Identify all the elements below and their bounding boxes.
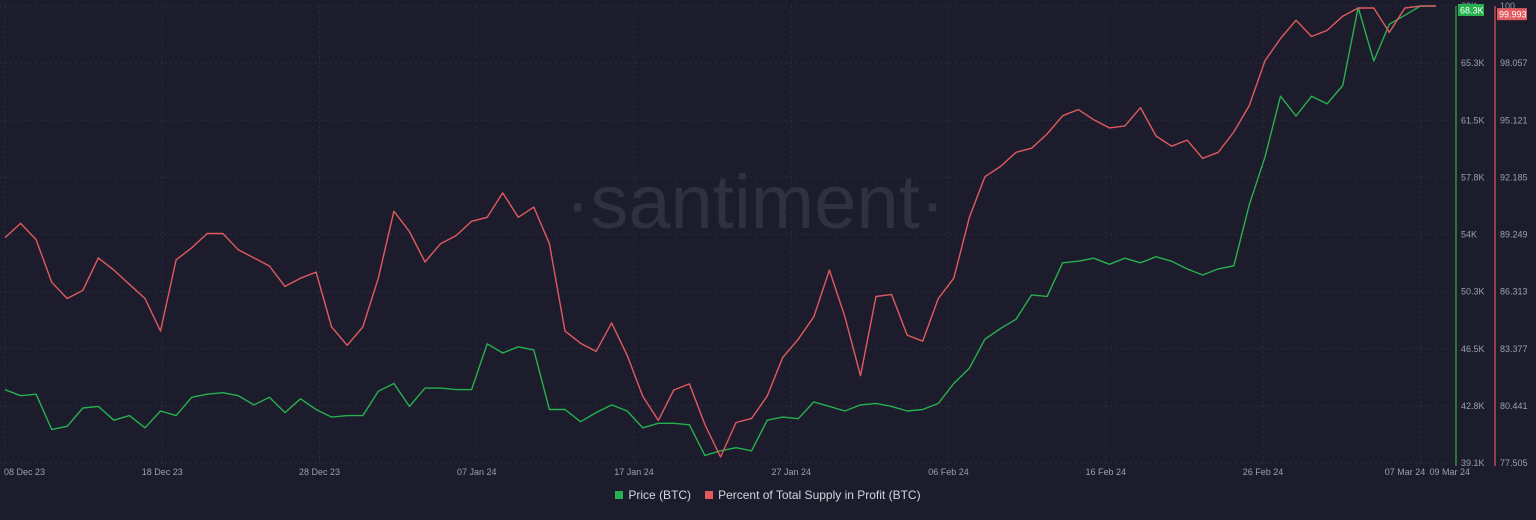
x-axis-tick-label: 06 Feb 24	[928, 467, 969, 477]
series-lines	[4, 5, 1436, 458]
chart-legend: Price (BTC) Percent of Total Supply in P…	[0, 488, 1536, 502]
supply-axis-tick-label: 86.313	[1500, 287, 1528, 297]
price-axis-tick-label: 65.3K	[1461, 58, 1485, 68]
supply-axis-tick-label: 80.441	[1500, 401, 1528, 411]
x-axis-tick-label: 16 Feb 24	[1086, 467, 1127, 477]
x-axis-tick-label: 18 Dec 23	[142, 467, 183, 477]
x-axis-tick-label: 28 Dec 23	[299, 467, 340, 477]
price-axis-tick-label: 46.5K	[1461, 344, 1485, 354]
price-axis-tick-label: 54K	[1461, 230, 1477, 240]
x-axis-tick-label: 08 Dec 23	[4, 467, 45, 477]
axes: 69K65.3K61.5K57.8K54K50.3K46.5K42.8K39.1…	[1455, 1, 1528, 468]
legend-item-price[interactable]: Price (BTC)	[615, 488, 691, 502]
x-axis-tick-label: 09 Mar 24	[1429, 467, 1470, 477]
price-axis-tick-label: 57.8K	[1461, 172, 1485, 182]
supply-current-badge	[1497, 8, 1527, 21]
supply-in-profit-line	[4, 5, 1436, 458]
legend-swatch-price	[615, 491, 624, 499]
supply-axis-tick-label: 89.249	[1500, 230, 1528, 240]
x-axis-labels: 08 Dec 23 18 Dec 23 28 Dec 23 07 Jan 24 17 J…	[4, 467, 1470, 477]
santiment-watermark: ·santiment·	[565, 160, 945, 245]
price-current-badge	[1458, 4, 1484, 16]
legend-label-price: Price (BTC)	[628, 488, 692, 502]
x-axis-tick-label: 07 Jan 24	[457, 467, 497, 477]
price-axis-tick-label: 61.5K	[1461, 115, 1485, 125]
price-axis-tick-label: 39.1K	[1461, 458, 1485, 468]
price-current-value: 68.3K	[1460, 6, 1484, 16]
supply-axis-tick-label: 83.377	[1500, 344, 1528, 354]
supply-axis-tick-label: 77.505	[1500, 458, 1528, 468]
price-line	[4, 5, 1436, 457]
supply-axis-tick-label: 95.121	[1500, 115, 1528, 125]
grid-lines	[0, 5, 1455, 464]
legend-swatch-profit	[705, 491, 714, 499]
price-axis-tick-label: 50.3K	[1461, 287, 1485, 297]
x-axis-tick-label: 17 Jan 24	[614, 467, 654, 477]
legend-item-profit[interactable]: Percent of Total Supply in Profit (BTC)	[705, 488, 921, 502]
legend-label-profit: Percent of Total Supply in Profit (BTC)	[718, 488, 921, 502]
supply-axis-tick-label: 98.057	[1500, 58, 1528, 68]
price-axis-tick-label: 42.8K	[1461, 401, 1485, 411]
x-axis-tick-label: 26 Feb 24	[1243, 467, 1284, 477]
supply-axis-tick-label: 100	[1500, 1, 1515, 11]
supply-axis-tick-label: 92.185	[1500, 172, 1528, 182]
supply-current-value: 99.993	[1499, 10, 1527, 20]
x-axis-tick-label: 07 Mar 24	[1385, 467, 1426, 477]
x-axis-tick-label: 27 Jan 24	[771, 467, 811, 477]
